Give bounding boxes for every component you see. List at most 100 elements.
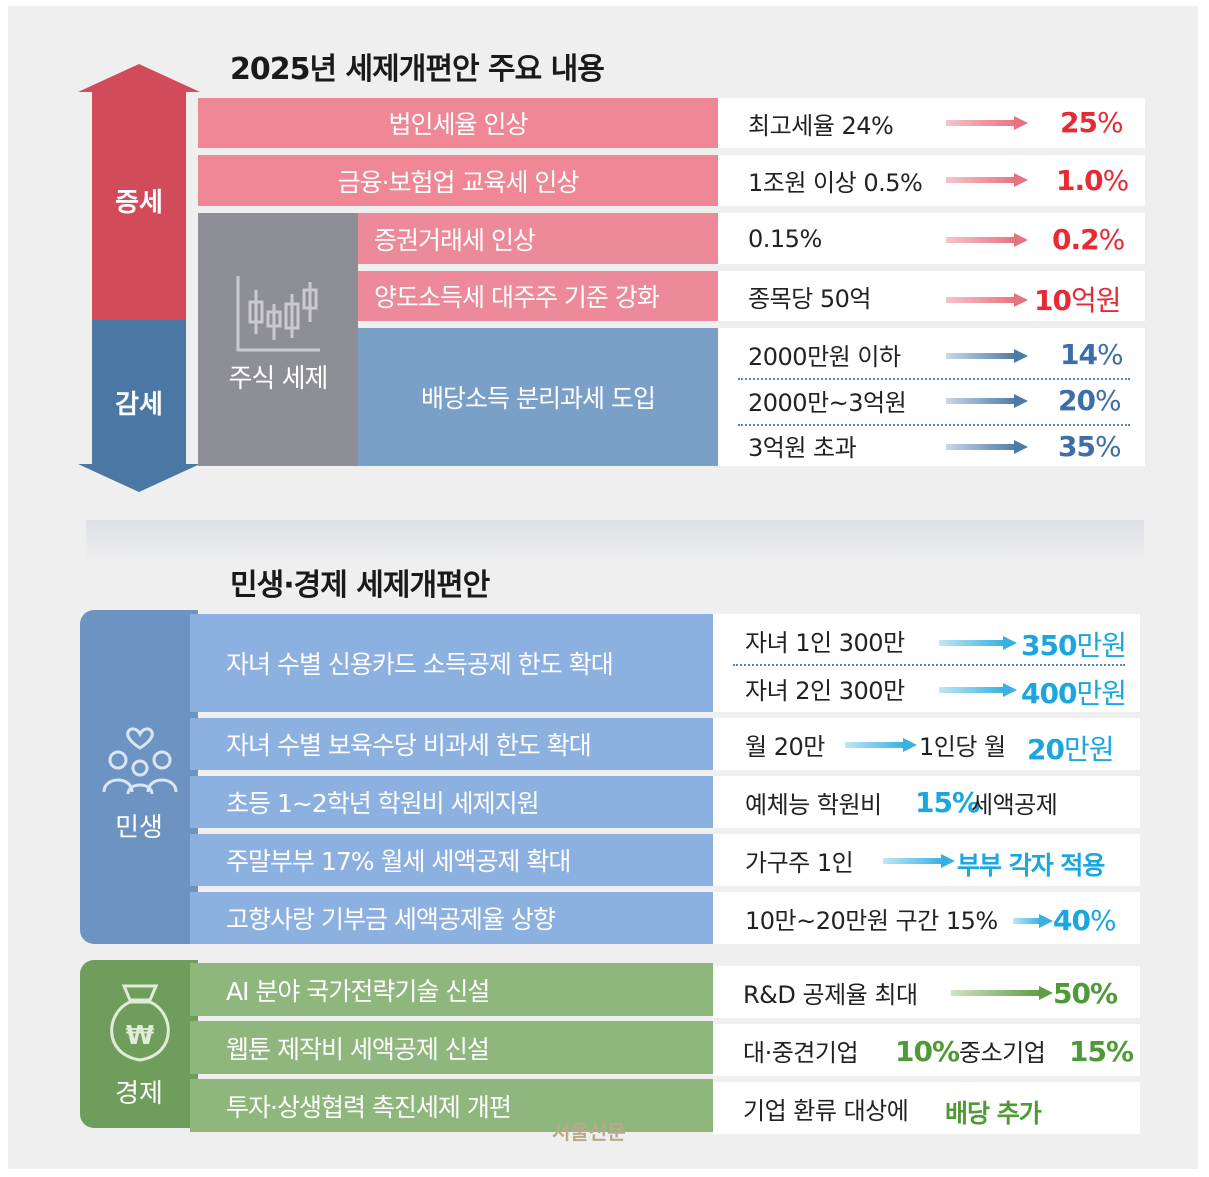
bar-label: 자녀 수별 보육수당 비과세 한도 확대 <box>226 731 592 760</box>
stock-tax-label: 주식 세제 <box>228 364 329 394</box>
bar-label: AI 분야 국가전략기술 신설 <box>226 976 490 1006</box>
from-value: 0.15% <box>748 224 822 253</box>
highlight-value: 15% <box>915 786 980 819</box>
to-value: 400만원 <box>1021 677 1127 710</box>
highlight-value: 배당 추가 <box>945 1099 1042 1128</box>
pre-text: 기업 환류 대상에 <box>743 1096 909 1125</box>
right-arrow-icon <box>845 738 917 752</box>
value-box-ai-strategic-tech: R&D 공제율 최대 50% <box>713 966 1140 1018</box>
bar-label: 자녀 수별 신용카드 소득공제 한도 확대 <box>226 650 614 679</box>
mid-text: 1인당 월 <box>919 732 1006 761</box>
bar-label: 금융·보험업 교육세 인상 <box>337 167 580 197</box>
value-box-weekend-couple-rent: 가구주 1인 부부 각자 적용 <box>713 834 1140 886</box>
bar-label: 주말부부 17% 월세 세액공제 확대 <box>226 847 571 876</box>
bar-securities-tax: 증권거래세 인상 <box>358 213 718 264</box>
increase-label: 증세 <box>115 187 163 218</box>
from-value: 2000만~3억원 <box>748 388 907 417</box>
bar-childcare-allowance: 자녀 수별 보육수당 비과세 한도 확대 <box>190 718 713 770</box>
value-box-education-tax: 1조원 이상 0.5% 1.0% <box>718 155 1145 206</box>
bar-education-tax: 금융·보험업 교육세 인상 <box>198 155 718 206</box>
from-value: R&D 공제율 최대 <box>743 980 918 1009</box>
to-value: 350만원 <box>1021 629 1127 662</box>
bar-label: 웹툰 제작비 세액공제 신설 <box>226 1034 490 1064</box>
section-divider <box>86 520 1144 564</box>
value-box-credit-card-deduction: 자녀 1인 300만 350만원 자녀 2인 300만 400만원 <box>713 614 1140 712</box>
pre-text: 예체능 학원비 <box>745 790 882 819</box>
bar-weekend-couple-rent: 주말부부 17% 월세 세액공제 확대 <box>190 834 713 886</box>
to-value: 0.2% <box>1052 223 1125 256</box>
section1-title: 2025년 세제개편안 주요 내용 <box>230 52 605 87</box>
bar-capital-gains-tax: 양도소득세 대주주 기준 강화 <box>358 271 718 321</box>
value-box-academy-fee: 예체능 학원비 15% 세액공제 <box>713 776 1140 828</box>
right-arrow-icon <box>951 986 1053 1000</box>
value-box-dividend-tax: 2000만원 이하 14% 2000만~3억원 20% 3억원 초과 35% <box>718 328 1145 466</box>
value-box-childcare-allowance: 월 20만 1인당 월 20만원 <box>713 718 1140 770</box>
decrease-label: 감세 <box>115 389 163 420</box>
to-value: 10억원 <box>1034 284 1121 317</box>
won-money-bag-icon: ₩ <box>110 984 170 1062</box>
right-arrow-icon <box>883 854 955 868</box>
to-value: 부부 각자 적용 <box>957 851 1105 880</box>
right-arrow-icon <box>946 116 1028 130</box>
right-arrow-icon <box>946 394 1028 408</box>
from-value: 가구주 1인 <box>745 848 854 877</box>
divider <box>738 378 1130 380</box>
from-value: 10만~20만원 구간 15% <box>745 906 998 935</box>
from-value: 최고세율 24% <box>748 111 894 140</box>
livelihood-label: 민생 <box>115 812 163 843</box>
bar-investment-cooperation: 투자·상생협력 촉진세제 개편 <box>190 1079 713 1132</box>
bar-hometown-donation: 고향사랑 기부금 세액공제율 상향 <box>190 892 713 944</box>
value-box-capital-gains-tax: 종목당 50억 10억원 <box>718 271 1145 321</box>
from-value: 월 20만 <box>745 732 825 761</box>
right-arrow-icon <box>1013 914 1053 928</box>
divider <box>733 664 1125 666</box>
right-edge <box>1198 0 1209 1177</box>
from-value: 자녀 2인 300만 <box>745 676 905 705</box>
bar-credit-card-deduction: 자녀 수별 신용카드 소득공제 한도 확대 <box>190 614 713 712</box>
bar-label: 투자·상생협력 촉진세제 개편 <box>226 1092 512 1122</box>
from-value: 2000만원 이하 <box>748 342 901 371</box>
bar-ai-strategic-tech: AI 분야 국가전략기술 신설 <box>190 963 713 1016</box>
b-label: 중소기업 <box>959 1038 1046 1067</box>
value-box-investment-cooperation: 기업 환류 대상에 배당 추가 <box>713 1082 1140 1134</box>
economy-label: 경제 <box>115 1078 163 1109</box>
to-value: 40% <box>1053 904 1117 937</box>
bar-label: 초등 1~2학년 학원비 세제지원 <box>226 789 540 818</box>
bar-webtoon-production: 웹툰 제작비 세액공제 신설 <box>190 1021 713 1074</box>
value-box-corporate-tax: 최고세율 24% 25% <box>718 98 1145 148</box>
bar-label: 양도소득세 대주주 기준 강화 <box>374 283 660 312</box>
right-arrow-icon <box>939 683 1017 697</box>
right-arrow-icon <box>946 233 1028 247</box>
economy-panel <box>80 960 198 1128</box>
a-value: 10% <box>895 1035 960 1068</box>
from-value: 3억원 초과 <box>748 433 857 462</box>
to-value: 25% <box>1060 106 1124 139</box>
to-value: 20% <box>1058 384 1122 417</box>
divider <box>738 424 1130 426</box>
from-value: 자녀 1인 300만 <box>745 628 905 657</box>
a-label: 대·중견기업 <box>743 1038 859 1067</box>
to-value: 20만원 <box>1027 733 1114 766</box>
from-value: 종목당 50억 <box>748 284 872 313</box>
section2-title: 민생·경제 세제개편안 <box>230 568 490 603</box>
from-value: 1조원 이상 0.5% <box>748 169 923 197</box>
bar-label: 배당소득 분리과세 도입 <box>421 384 656 413</box>
right-arrow-icon <box>946 440 1028 454</box>
value-box-securities-tax: 0.15% 0.2% <box>718 213 1145 264</box>
value-box-webtoon-production: 대·중견기업 10% 중소기업 15% <box>713 1024 1140 1076</box>
bar-dividend-tax: 배당소득 분리과세 도입 <box>358 328 718 466</box>
bar-label: 법인세율 인상 <box>388 110 529 139</box>
post-text: 세액공제 <box>971 790 1058 819</box>
to-value: 50% <box>1053 977 1118 1010</box>
family-heart-icon <box>102 727 178 795</box>
bar-label: 증권거래세 인상 <box>374 225 536 255</box>
right-arrow-icon <box>946 173 1028 187</box>
right-arrow-icon <box>946 293 1028 307</box>
right-arrow-icon <box>946 349 1028 363</box>
bar-academy-fee: 초등 1~2학년 학원비 세제지원 <box>190 776 713 828</box>
livelihood-panel <box>80 610 198 944</box>
bar-corporate-tax: 법인세율 인상 <box>198 98 718 148</box>
watermark: 서울신문 <box>552 1120 626 1144</box>
to-value: 35% <box>1058 430 1122 463</box>
